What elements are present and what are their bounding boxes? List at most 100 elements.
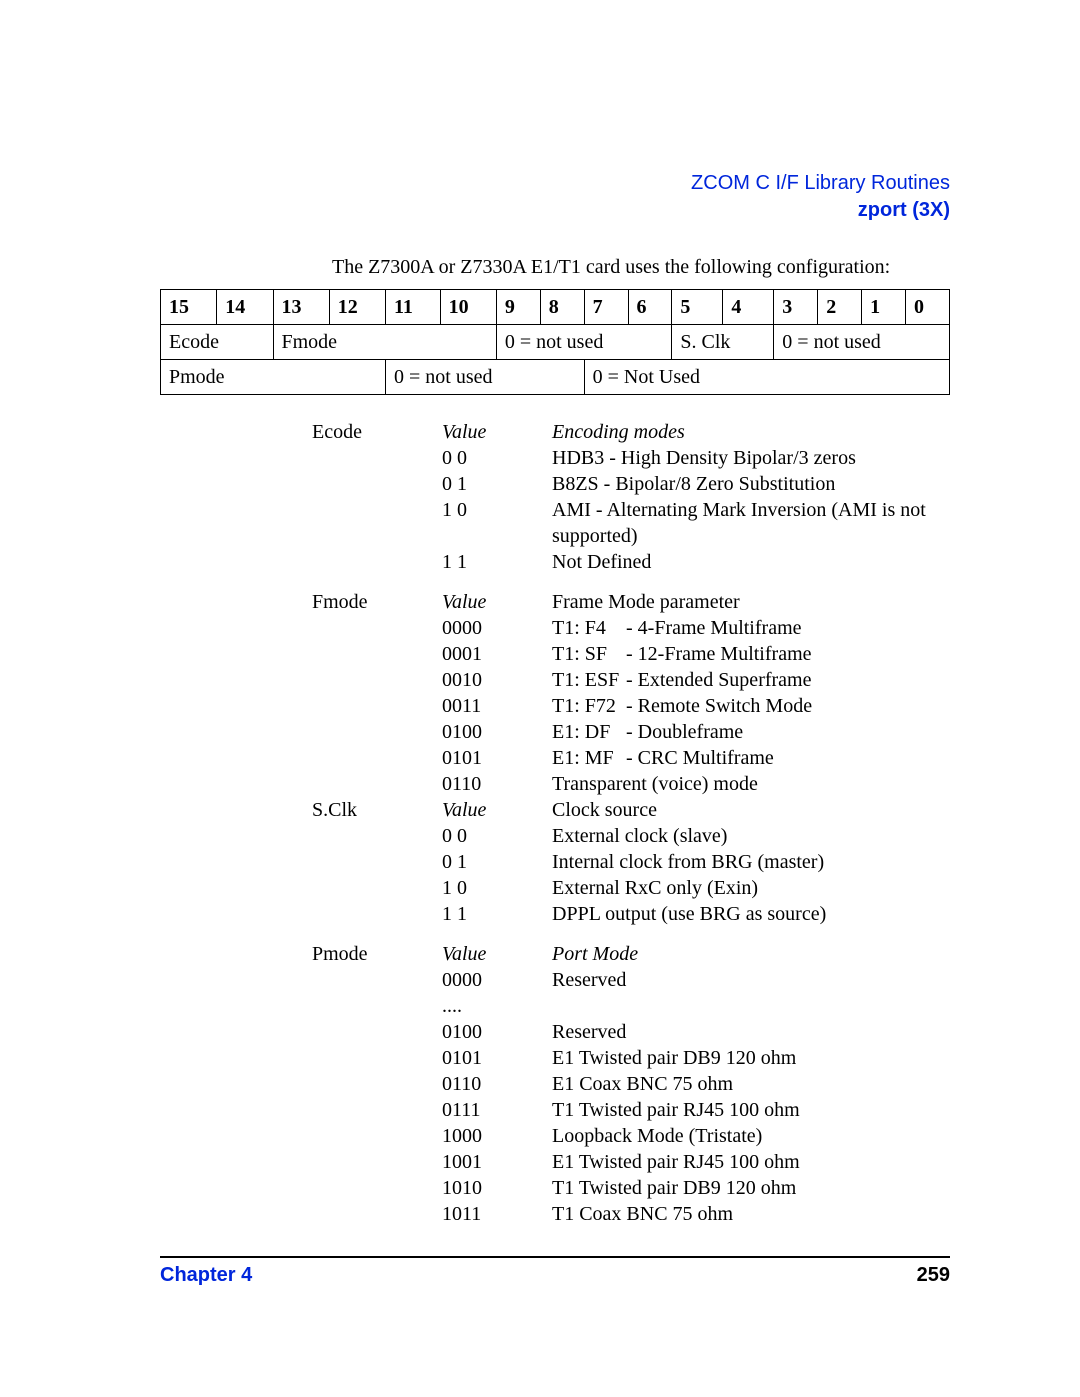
value-cell: 0111 — [442, 1097, 552, 1123]
footer-rule — [160, 1256, 950, 1258]
table-row: Pmode 0 = not used 0 = Not Used — [161, 360, 950, 395]
fmode-cell: Fmode — [273, 325, 496, 360]
value-cell: 0010 — [442, 667, 552, 693]
value-cell: 0101 — [442, 745, 552, 771]
chapter-label: Chapter 4 — [160, 1264, 252, 1287]
bit-col: 7 — [584, 290, 628, 325]
header-topic: zport (3X) — [160, 197, 950, 224]
ecode-cell: Ecode — [161, 325, 274, 360]
desc-cell: Reserved — [552, 1019, 950, 1045]
value-cell: 0000 — [442, 967, 552, 993]
bit-col: 15 — [161, 290, 217, 325]
bit-col: 11 — [386, 290, 441, 325]
value-cell: 0110 — [442, 1071, 552, 1097]
page-footer: Chapter 4 259 — [160, 1256, 950, 1287]
value-cell: 0 1 — [442, 471, 552, 497]
value-cell: 0011 — [442, 693, 552, 719]
desc-cell: B8ZS - Bipolar/8 Zero Substitution — [552, 471, 950, 497]
bit-layout-table: 15 14 13 12 11 10 9 8 7 6 5 4 3 2 1 0 Ec… — [160, 289, 950, 395]
desc-cell: E1 Coax BNC 75 ohm — [552, 1071, 950, 1097]
desc-cell: E1: DF- Doubleframe — [552, 719, 950, 745]
bit-col: 6 — [628, 290, 672, 325]
desc-cell: E1 Twisted pair DB9 120 ohm — [552, 1045, 950, 1071]
desc-cell: External RxC only (Exin) — [552, 875, 950, 901]
desc-cell: Loopback Mode (Tristate) — [552, 1123, 950, 1149]
value-header: Value — [442, 589, 552, 615]
page-number: 259 — [917, 1264, 950, 1287]
table-header-row: 15 14 13 12 11 10 9 8 7 6 5 4 3 2 1 0 — [161, 290, 950, 325]
notused-cell: 0 = not used — [496, 325, 672, 360]
bit-col: 8 — [540, 290, 584, 325]
desc-header: Clock source — [552, 797, 950, 823]
desc-header: Port Mode — [552, 941, 950, 967]
pmode-label: Pmode — [312, 941, 442, 967]
desc-cell: Transparent (voice) mode — [552, 771, 950, 797]
bit-col: 9 — [496, 290, 540, 325]
document-page: ZCOM C I/F Library Routines zport (3X) T… — [0, 0, 1080, 1397]
desc-header: Encoding modes — [552, 419, 950, 445]
bit-col: 12 — [329, 290, 385, 325]
bit-col: 14 — [217, 290, 273, 325]
ecode-block: Ecode Value Encoding modes 0 0HDB3 - Hig… — [312, 419, 950, 575]
value-cell: 0 0 — [442, 445, 552, 471]
desc-cell: Internal clock from BRG (master) — [552, 849, 950, 875]
value-cell: 0100 — [442, 1019, 552, 1045]
value-cell: 0 1 — [442, 849, 552, 875]
value-cell: 0101 — [442, 1045, 552, 1071]
value-cell: 1001 — [442, 1149, 552, 1175]
value-cell: 0001 — [442, 641, 552, 667]
desc-cell: T1: SF- 12-Frame Multiframe — [552, 641, 950, 667]
intro-text: The Z7300A or Z7330A E1/T1 card uses the… — [160, 256, 950, 279]
desc-cell: T1 Twisted pair DB9 120 ohm — [552, 1175, 950, 1201]
value-header: Value — [442, 941, 552, 967]
fmode-label: Fmode — [312, 589, 442, 615]
sclk-cell: S. Clk — [672, 325, 774, 360]
value-cell: 1010 — [442, 1175, 552, 1201]
page-header: ZCOM C I/F Library Routines zport (3X) — [160, 170, 950, 224]
value-cell: 1 1 — [442, 549, 552, 575]
pmode-cell: Pmode — [161, 360, 386, 395]
value-cell: 1 0 — [442, 875, 552, 901]
desc-header: Frame Mode parameter — [552, 589, 950, 615]
value-cell: 1 0 — [442, 497, 552, 523]
desc-cell: T1 Coax BNC 75 ohm — [552, 1201, 950, 1227]
desc-cell: T1: F72- Remote Switch Mode — [552, 693, 950, 719]
desc-cell: E1 Twisted pair RJ45 100 ohm — [552, 1149, 950, 1175]
fmode-block: Fmode Value Frame Mode parameter 0000T1:… — [312, 589, 950, 797]
definitions: Ecode Value Encoding modes 0 0HDB3 - Hig… — [160, 419, 950, 1227]
value-cell: .... — [442, 993, 552, 1019]
value-cell: 1011 — [442, 1201, 552, 1227]
bit-col: 5 — [672, 290, 723, 325]
value-header: Value — [442, 797, 552, 823]
desc-cell: Not Defined — [552, 549, 950, 575]
desc-cell: AMI - Alternating Mark Inversion (AMI is… — [552, 497, 950, 549]
desc-cell: External clock (slave) — [552, 823, 950, 849]
desc-cell: T1: F4- 4-Frame Multiframe — [552, 615, 950, 641]
notused-cell: 0 = not used — [774, 325, 950, 360]
header-section: ZCOM C I/F Library Routines — [160, 170, 950, 197]
desc-cell: E1: MF- CRC Multiframe — [552, 745, 950, 771]
desc-cell: T1 Twisted pair RJ45 100 ohm — [552, 1097, 950, 1123]
bit-col: 2 — [818, 290, 862, 325]
bit-col: 0 — [905, 290, 949, 325]
notused-cell: 0 = not used — [386, 360, 585, 395]
bit-col: 4 — [723, 290, 774, 325]
value-cell: 0 0 — [442, 823, 552, 849]
value-cell: 1 1 — [442, 901, 552, 927]
desc-cell: Reserved — [552, 967, 950, 993]
value-cell: 0110 — [442, 771, 552, 797]
bit-col: 3 — [774, 290, 818, 325]
value-cell: 1000 — [442, 1123, 552, 1149]
value-cell: 0100 — [442, 719, 552, 745]
desc-cell: T1: ESF- Extended Superframe — [552, 667, 950, 693]
desc-cell: HDB3 - High Density Bipolar/3 zeros — [552, 445, 950, 471]
sclk-label: S.Clk — [312, 797, 442, 823]
value-header: Value — [442, 419, 552, 445]
ecode-label: Ecode — [312, 419, 442, 445]
value-cell: 0000 — [442, 615, 552, 641]
table-row: Ecode Fmode 0 = not used S. Clk 0 = not … — [161, 325, 950, 360]
bit-col: 13 — [273, 290, 329, 325]
bit-col: 10 — [440, 290, 496, 325]
sclk-block: S.Clk Value Clock source 0 0External clo… — [312, 797, 950, 927]
pmode-block: Pmode Value Port Mode 0000Reserved .... … — [312, 941, 950, 1227]
